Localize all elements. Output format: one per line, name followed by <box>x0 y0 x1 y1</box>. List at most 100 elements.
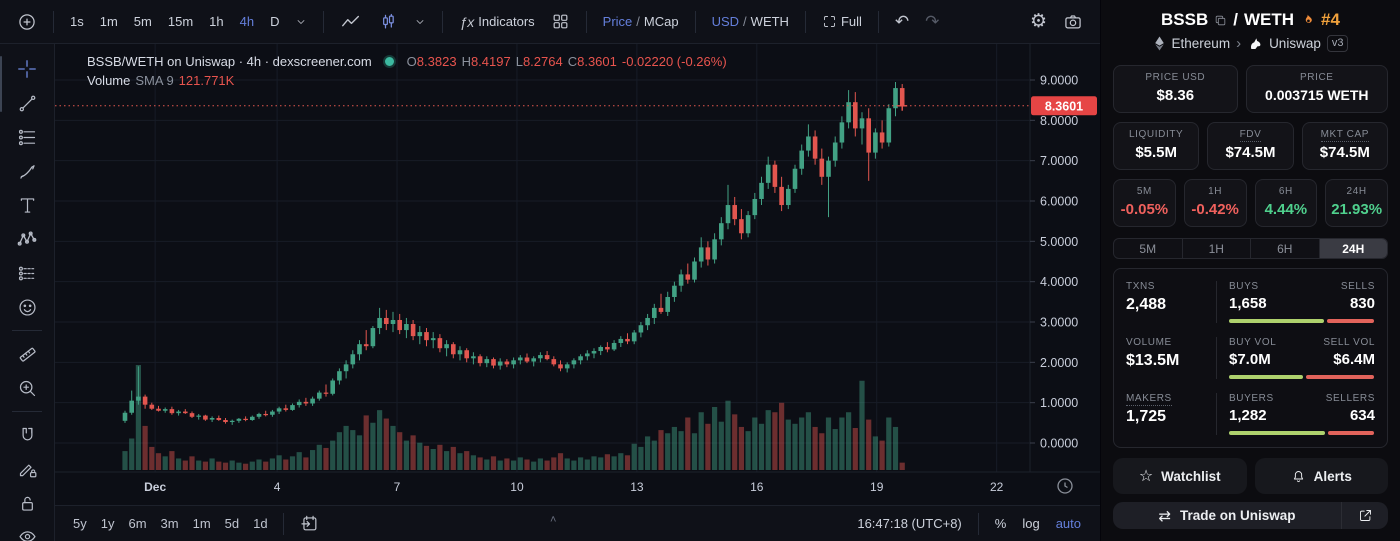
txns-value: 2,488 <box>1126 296 1167 314</box>
mcap-toggle-option[interactable]: MCap <box>643 14 679 29</box>
trend-line-tool[interactable] <box>8 88 46 118</box>
fullscreen-button[interactable]: Full <box>815 10 869 33</box>
price-toggle-option[interactable]: Price <box>602 14 633 29</box>
clock-timezone-button[interactable]: 16:47:18 (UTC+8) <box>857 516 962 531</box>
timezone-clock-icon[interactable] <box>1057 478 1073 494</box>
open-external-button[interactable] <box>1341 502 1388 529</box>
copy-icon[interactable] <box>1214 14 1227 27</box>
chart-settings-button[interactable]: ⚙ <box>1023 6 1054 37</box>
svg-text:4.0000: 4.0000 <box>1040 275 1078 289</box>
brush-tool[interactable] <box>8 156 46 186</box>
dex-version-badge: v3 <box>1326 35 1349 52</box>
text-tool[interactable] <box>8 190 46 220</box>
tab-1h[interactable]: 1H <box>1181 239 1251 259</box>
pair-header: BSSB / WETH #4 Ethereum › <box>1101 0 1400 56</box>
svg-text:13: 13 <box>630 480 644 494</box>
chart-canvas[interactable]: 9.0000 8.0000 7.0000 6.0000 5.0000 4.0000 3.00… <box>55 44 1100 505</box>
hide-drawings-tool[interactable] <box>8 522 46 541</box>
timeframe-1m[interactable]: 1m <box>99 14 118 29</box>
dex-link[interactable]: Uniswap <box>1269 36 1321 51</box>
log-scale-button[interactable]: log <box>1022 516 1040 531</box>
undo-icon: ↶ <box>894 11 910 31</box>
chart-style-menu-button[interactable] <box>407 12 433 32</box>
candlestick-chart[interactable]: 9.0000 8.0000 7.0000 6.0000 5.0000 4.0000 3.00… <box>55 44 1100 505</box>
tab-5m[interactable]: 5M <box>1139 241 1157 256</box>
price-change-row: 5M -0.05% 1H -0.42% 6H 4.44% 24H 21.93% <box>1101 170 1400 227</box>
bell-icon <box>1291 469 1306 484</box>
change-24h-card: 24H 21.93% <box>1325 179 1388 227</box>
auto-scale-button[interactable]: auto <box>1055 516 1081 531</box>
buy-vol-value: $7.0M <box>1229 351 1271 369</box>
price-native-value: 0.003715 WETH <box>1265 87 1369 103</box>
crosshair-tool[interactable] <box>8 54 46 84</box>
price-mcap-toggle[interactable]: Price / MCap <box>602 14 679 29</box>
range-3m[interactable]: 3m <box>160 516 179 531</box>
redo-button[interactable]: ↷ <box>918 8 946 36</box>
tab-6h[interactable]: 6H <box>1250 239 1319 259</box>
emoji-tool[interactable] <box>8 292 46 322</box>
sell-vol-value: $6.4M <box>1333 351 1375 369</box>
time-axis[interactable]: Dec 4 7 10 13 16 19 22 <box>144 480 1004 494</box>
price-axis[interactable]: 9.0000 8.0000 7.0000 6.0000 5.0000 4.0000 3.00… <box>55 44 1100 473</box>
chart-module: 1s 1m 5m 15m 1h 4h D ƒx Indicators <box>0 6 1100 541</box>
timeframe-4h-active[interactable]: 4h <box>239 14 255 29</box>
magnet-mode-tool[interactable] <box>8 420 46 450</box>
tab-24h-active[interactable]: 24H <box>1318 239 1387 259</box>
indicators-button[interactable]: ƒx Indicators <box>459 13 535 30</box>
svg-text:Dec: Dec <box>144 480 166 494</box>
range-5d[interactable]: 5d <box>224 516 240 531</box>
timeframe-menu-button[interactable] <box>288 12 314 32</box>
usd-weth-toggle[interactable]: USD / WETH <box>711 14 789 29</box>
market-status-dot <box>382 55 396 68</box>
buyvol-sellvol-bar <box>1229 375 1375 380</box>
compare-layout-button[interactable] <box>544 8 577 35</box>
volume-row: VOLUME $13.5M BUY VOL SELL VOL $7.0M $6.4M <box>1126 337 1375 380</box>
volume-legend-label[interactable]: Volume <box>87 73 131 88</box>
weth-toggle-option[interactable]: WETH <box>750 14 789 29</box>
fib-retracement-tool[interactable] <box>8 122 46 152</box>
quote-token-symbol: WETH <box>1244 10 1295 29</box>
liquidity-card: LIQUIDITY $5.5M <box>1113 122 1200 170</box>
pair-legend-title[interactable]: BSSB/WETH on Uniswap · 4h · dexscreener.… <box>87 54 372 69</box>
timeframe-5m[interactable]: 5m <box>133 14 152 29</box>
range-1d[interactable]: 1d <box>253 516 268 531</box>
projection-tool[interactable] <box>8 258 46 288</box>
fdv-card[interactable]: FDV $74.5M <box>1207 122 1294 170</box>
range-1y[interactable]: 1y <box>100 516 115 531</box>
alerts-button[interactable]: Alerts <box>1254 458 1388 495</box>
line-chart-style-button[interactable] <box>333 7 369 37</box>
sidebar-scrollbar[interactable] <box>0 56 2 112</box>
snapshot-button[interactable] <box>1056 8 1090 36</box>
measure-tool[interactable] <box>8 339 46 369</box>
percent-scale-button[interactable]: % <box>994 516 1007 531</box>
range-6m[interactable]: 6m <box>128 516 147 531</box>
svg-text:7.0000: 7.0000 <box>1040 154 1078 168</box>
candle-chart-style-button[interactable] <box>371 8 405 36</box>
change-5m-card: 5M -0.05% <box>1113 179 1176 227</box>
zoom-in-tool[interactable] <box>8 373 46 403</box>
mktcap-card[interactable]: MKT CAP $74.5M <box>1301 122 1388 170</box>
timeframe-1h[interactable]: 1h <box>209 14 224 29</box>
divider <box>282 512 284 535</box>
range-1m[interactable]: 1m <box>192 516 211 531</box>
divider <box>877 10 879 33</box>
range-5y[interactable]: 5y <box>73 516 87 531</box>
close-value: 8.3601 <box>577 54 617 69</box>
xabcd-pattern-tool[interactable] <box>8 224 46 254</box>
drawing-lock-tool[interactable] <box>8 454 46 484</box>
lock-all-tool[interactable] <box>8 488 46 518</box>
volume-bars <box>122 365 905 470</box>
go-to-date-button[interactable] <box>293 510 326 537</box>
timeframe-1d[interactable]: D <box>270 14 280 29</box>
expand-panel-caret[interactable]: ˄ <box>550 514 557 526</box>
usd-toggle-option[interactable]: USD <box>711 14 740 29</box>
fx-icon: ƒx <box>459 13 475 30</box>
chain-link[interactable]: Ethereum <box>1171 36 1231 51</box>
fdv-value: $74.5M <box>1225 144 1276 161</box>
watchlist-button[interactable]: ☆ Watchlist <box>1113 458 1247 495</box>
timeframe-15m[interactable]: 15m <box>167 14 194 29</box>
timeframe-1s[interactable]: 1s <box>70 14 84 29</box>
trade-on-uniswap-button[interactable]: ⇄ Trade on Uniswap <box>1158 507 1296 525</box>
undo-button[interactable]: ↶ <box>888 8 916 36</box>
add-symbol-button[interactable] <box>10 8 44 36</box>
